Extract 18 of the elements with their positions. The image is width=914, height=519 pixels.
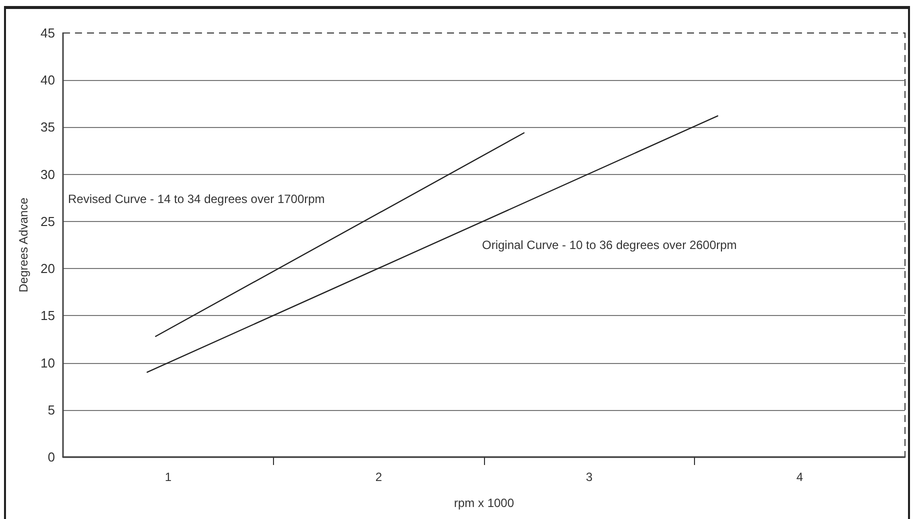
x-axis-title: rpm x 1000	[454, 496, 514, 510]
y-axis-title: Degrees Advance	[16, 197, 31, 292]
y-tick-label: 15	[40, 308, 55, 324]
y-tick-label: 45	[40, 26, 55, 40]
annotation: Original Curve - 10 to 36 degrees over 2600rpm	[482, 238, 737, 252]
x-tick-label: 3	[586, 470, 593, 484]
y-tick-label: 40	[40, 72, 55, 88]
y-tick-label: 20	[40, 261, 55, 276]
y-tick-label: 25	[40, 214, 55, 229]
y-tick-label: 35	[40, 120, 55, 135]
annotation: Revised Curve - 14 to 34 degrees over 1700rpm	[68, 192, 325, 206]
x-tick-label: 1	[164, 470, 172, 484]
y-tick-label: 30	[40, 166, 55, 182]
x-tick-label: 2	[375, 470, 382, 484]
y-tick-label: 0	[48, 450, 55, 464]
x-tick-label: 4	[796, 470, 804, 484]
y-tick-label: 10	[40, 355, 55, 370]
y-tick-label: 5	[48, 402, 55, 418]
